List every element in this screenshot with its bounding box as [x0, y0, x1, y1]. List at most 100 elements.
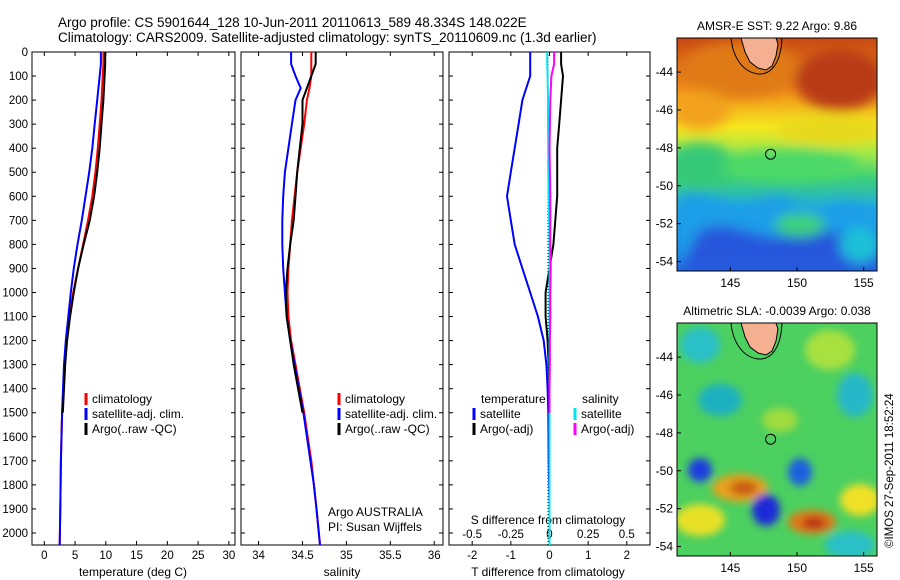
depth-tick-label: 1900	[2, 504, 28, 516]
sst-map-frame	[676, 37, 878, 272]
s-tick-label: 0.25	[577, 529, 599, 541]
legend-header-salinity: salinity	[582, 392, 619, 406]
depth-tick-label: 600	[9, 191, 28, 203]
lat-tick-label: -52	[656, 502, 674, 516]
legend-header-temperature: temperature	[481, 392, 546, 406]
salinity-legend: climatology satellite-adj. clim. Argo(..…	[337, 392, 437, 436]
depth-tick-label: 2000	[2, 528, 28, 540]
x-tick-label: 15	[130, 550, 143, 562]
sst-map-title: AMSR-E SST: 9.22 Argo: 9.86	[697, 19, 857, 33]
lat-tick-label: -48	[656, 141, 674, 155]
series-line-satellite	[281, 52, 321, 546]
legend-label-temp-argo: Argo(-adj)	[480, 422, 533, 436]
legend-label-argo: Argo(..raw -QC)	[345, 422, 430, 436]
x-tick-label: 34.5	[291, 550, 313, 562]
legend-label-argo: Argo(..raw -QC)	[92, 422, 177, 436]
sst-map-ticks: 145 150 155 -44 -46 -48 -50 -52 -54	[656, 65, 874, 290]
legend-label-satellite: satellite-adj. clim.	[92, 407, 184, 421]
temperature-axes	[31, 51, 236, 546]
depth-tick-label: 1000	[2, 287, 28, 299]
land-outline	[730, 323, 783, 360]
series-line-argo	[284, 52, 317, 413]
lon-tick-label: 155	[854, 561, 874, 575]
depth-tick-label: 100	[9, 71, 28, 83]
lon-tick-label: 150	[787, 276, 807, 290]
lon-tick-label: 145	[720, 561, 740, 575]
depth-tick-label: 1700	[2, 456, 28, 468]
sla-map	[677, 323, 877, 556]
s-tick-label: -0.5	[462, 529, 482, 541]
difference-s-xlabel: S difference from climatology	[471, 513, 626, 527]
depth-tick-label: 1300	[2, 360, 28, 372]
x-tick-label: -2	[467, 550, 477, 562]
x-tick-label: 1	[585, 550, 591, 562]
float-pi: PI: Susan Wijffels	[328, 520, 422, 534]
depth-tick-label: 700	[9, 215, 28, 227]
lon-tick-label: 145	[720, 276, 740, 290]
depth-tick-label: 300	[9, 119, 28, 131]
depth-tick-label: 1800	[2, 480, 28, 492]
float-program: Argo AUSTRALIA	[328, 505, 423, 519]
lat-tick-label: -46	[656, 103, 674, 117]
difference-s-ticks: -0.5 -0.25 0 0.25 0.5	[462, 529, 635, 541]
depth-tick-label: 1200	[2, 336, 28, 348]
tasmania-land	[740, 38, 779, 71]
lat-tick-label: -52	[656, 217, 674, 231]
temperature-series	[58, 52, 107, 546]
x-tick-label: 10	[99, 550, 112, 562]
temperature-xlabel: temperature (deg C)	[79, 565, 187, 579]
lat-tick-label: -50	[656, 464, 674, 478]
lat-tick-label: -46	[656, 388, 674, 402]
x-tick-label: -1	[506, 550, 516, 562]
series-line-argo_salinity	[548, 52, 556, 413]
lat-tick-label: -54	[656, 540, 674, 554]
argo-float-marker	[765, 148, 777, 160]
series-line-argo	[544, 52, 565, 413]
legend-label-climatology: climatology	[345, 392, 405, 406]
depth-tick-label: 400	[9, 143, 28, 155]
legend-label-climatology: climatology	[92, 392, 152, 406]
legend-label-sal-argo: Argo(-adj)	[581, 422, 634, 436]
argo-float-marker	[765, 433, 777, 445]
depth-tick-label: 900	[9, 263, 28, 275]
sla-map-ticks: 145 150 155 -44 -46 -48 -50 -52 -54	[656, 350, 874, 575]
series-line-argo	[61, 52, 107, 413]
watermark: ©IMOS 27-Sep-2011 18:52:24	[884, 393, 896, 548]
tasmania-land	[740, 323, 779, 356]
lat-tick-label: -44	[656, 65, 674, 79]
depth-tick-label: 200	[9, 95, 28, 107]
x-tick-label: 35	[340, 550, 353, 562]
sst-map	[677, 38, 877, 271]
salinity-axes	[240, 51, 444, 546]
salinity-series	[281, 52, 321, 546]
s-tick-label: 0.5	[619, 529, 635, 541]
x-tick-label: 25	[192, 550, 205, 562]
difference-series	[505, 52, 565, 545]
depth-tick-label: 800	[9, 239, 28, 251]
lat-tick-label: -50	[656, 179, 674, 193]
sla-map-title: Altimetric SLA: -0.0039 Argo: 0.038	[683, 304, 871, 318]
salinity-xlabel: salinity	[324, 565, 361, 579]
legend-label-satellite: satellite-adj. clim.	[345, 407, 437, 421]
difference-x-ticks: -2 -1 0 1 2	[467, 52, 630, 562]
depth-tick-label: 1100	[3, 312, 28, 324]
salinity-x-ticks: 34 34.5 35 35.5 36	[252, 52, 441, 562]
lat-tick-label: -48	[656, 426, 674, 440]
depth-tick-label: 1500	[2, 408, 28, 420]
x-tick-label: 36	[428, 550, 441, 562]
lat-tick-label: -44	[656, 350, 674, 364]
series-line-satellite	[505, 52, 551, 545]
lat-tick-label: -54	[656, 255, 674, 269]
legend-label-sal-satellite: satellite	[581, 407, 622, 421]
series-line-satellite	[58, 52, 102, 546]
depth-tick-label: 1400	[2, 384, 28, 396]
sla-field-texture	[677, 327, 877, 556]
lon-tick-label: 155	[854, 276, 874, 290]
depth-tick-label: 0	[22, 47, 28, 59]
x-tick-label: 30	[222, 550, 235, 562]
x-tick-label: 35.5	[379, 550, 401, 562]
difference-legend: temperature salinity satellite Argo(-adj…	[472, 392, 634, 436]
x-tick-label: 0	[41, 550, 47, 562]
header-line2: Climatology: CARS2009. Satellite-adjuste…	[58, 30, 597, 45]
